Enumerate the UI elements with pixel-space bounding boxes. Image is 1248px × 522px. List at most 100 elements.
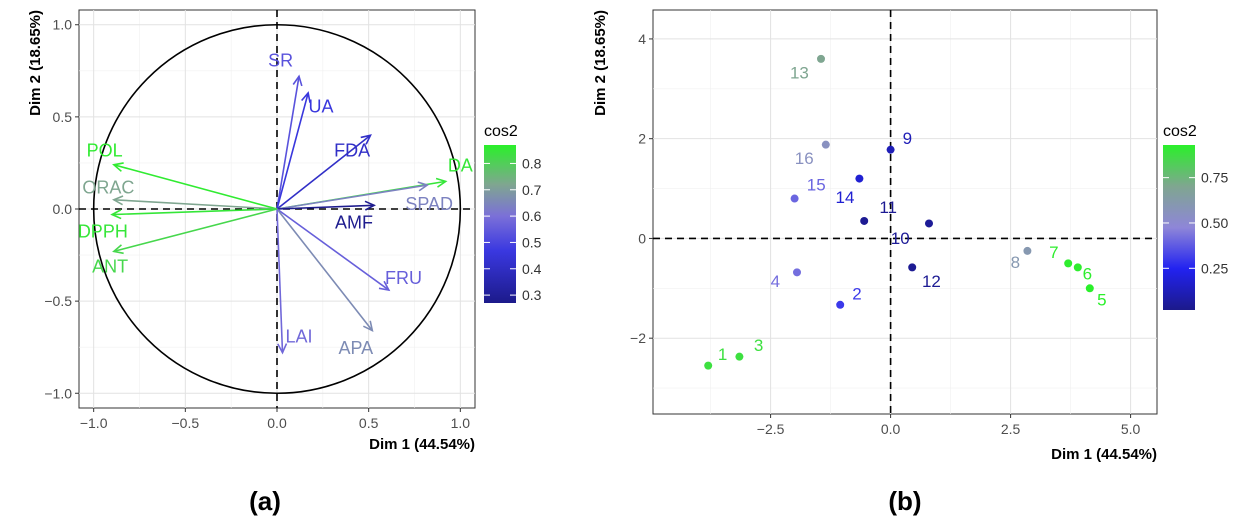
individual-label-8: 8 [1011,253,1020,272]
panel-a-variable-labels: SR UA FDA DA SPAD AMF FRU APA LAI POL ORAC DPPH ANT [78,50,473,357]
panel-a-legend-colorbar [484,145,516,303]
panel-a-legend-ticks: 0.3 0.4 0.5 0.6 0.7 0.8 [484,155,542,303]
vector-arrowhead [378,280,391,292]
legend-tick-label: 0.3 [522,287,542,303]
x-tick-label: 0.0 [267,415,287,431]
panel-a-legend: cos2 0.3 0.4 0.5 0.6 0.7 0.8 [484,123,542,303]
individual-label-2: 2 [852,284,861,303]
variable-vector-orac [111,195,278,210]
vector-arrowhead [435,177,448,188]
vector-arrowhead [417,181,430,192]
panel-b-plot-area [652,9,1158,415]
y-tick-label: −0.5 [44,293,72,309]
vector-arrowhead [111,195,124,206]
legend-tick-label: 0.25 [1201,260,1228,276]
x-tick-label: 0.5 [359,415,379,431]
panel-b-legend: cos2 0.25 0.50 0.75 [1163,123,1228,310]
vector-shaft [276,184,428,210]
variable-label-fru: FRU [385,268,422,288]
x-tick-label: 5.0 [1121,421,1141,437]
individual-point-9 [886,145,895,154]
vector-shaft [276,134,371,210]
individual-point-6 [1073,263,1082,272]
x-tick-label: −2.5 [757,421,785,437]
legend-tick-label: 0.5 [522,234,542,250]
individual-point-15 [790,194,799,203]
individual-label-1: 1 [718,345,727,364]
panel-b-marks [653,10,1157,414]
vector-shaft [113,198,278,210]
individual-label-5: 5 [1097,290,1106,309]
legend-tick-label: 0.4 [522,261,542,277]
individual-label-10: 10 [891,229,910,248]
variable-label-fda: FDA [334,141,370,161]
variable-label-spad: SPAD [405,194,453,214]
variable-label-da: DA [448,155,473,175]
variable-vector-ant [112,208,278,255]
panel-b-y-axis-title: Dim 2 (18.65%) [592,10,609,116]
x-tick-label: −1.0 [80,415,108,431]
panel-a-ticks: −1.0 −0.5 0.0 0.5 1.0 −1.0 −0.5 0.0 0.5 1.0 [44,17,470,431]
variable-label-lai: LAI [285,327,312,347]
variable-vector-ua [276,91,311,210]
legend-tick-label: 0.6 [522,208,542,224]
variable-vector-amf [276,200,377,211]
individual-label-16: 16 [795,149,814,168]
individual-point-5 [1085,284,1094,293]
x-tick-label: 1.0 [451,415,471,431]
individual-label-12: 12 [922,272,941,291]
individual-label-7: 7 [1049,243,1058,262]
variable-label-ua: UA [308,96,333,116]
individual-label-4: 4 [771,272,780,291]
panel-a: SRUAFDADASPADAMFFRUAPALAIPOLORACDPPHANT … [27,9,542,516]
variable-label-amf: AMF [335,212,373,232]
legend-tick-label: 0.8 [522,155,542,171]
individual-point-3 [735,352,744,361]
vector-shaft [276,208,284,353]
individual-point-7 [1064,259,1073,268]
y-tick-label: 0.0 [53,201,73,217]
vector-arrowhead [364,200,377,211]
vector-arrowhead [277,343,288,355]
variable-label-orac: ORAC [82,177,134,197]
panel-a-y-axis-title: Dim 2 (18.65%) [27,10,44,116]
individual-point-10 [925,219,933,228]
vector-arrowhead [363,320,374,333]
vector-shaft [276,76,300,210]
variable-label-pol: POL [87,141,123,161]
y-tick-label: 1.0 [53,17,73,33]
variable-vector-pol [112,162,278,210]
panel-a-label: (a) [249,486,281,516]
x-tick-label: 0.0 [881,421,901,437]
variable-vector-apa [276,208,374,333]
legend-tick-label: 0.50 [1201,215,1228,231]
y-tick-label: −2 [630,330,646,346]
vector-shaft [276,208,390,291]
individual-point-2 [836,300,845,309]
vector-shaft [113,208,278,253]
vector-arrowhead [292,74,303,87]
legend-tick-label: 0.75 [1201,170,1228,186]
panel-b-legend-title: cos2 [1163,123,1197,140]
panel-b-legend-ticks: 0.25 0.50 0.75 [1163,170,1228,276]
x-tick-label: −0.5 [172,415,200,431]
variable-label-dpph: DPPH [78,222,128,242]
variable-vector-fru [276,208,391,292]
individual-point-11 [860,216,869,225]
panel-b-x-axis-title: Dim 1 (44.54%) [1051,446,1157,463]
variable-vector-spad [276,181,430,210]
vector-arrowhead [360,134,372,145]
vector-arrowhead [112,162,124,172]
variable-vector-sr [276,74,303,210]
individual-point-16 [821,140,830,149]
individual-label-15: 15 [807,176,826,195]
variable-label-ant: ANT [92,257,128,277]
variable-label-apa: APA [338,338,373,358]
individual-label-11: 11 [879,198,897,217]
vector-arrowhead [112,244,124,255]
y-tick-label: 0.5 [53,109,73,125]
vector-shaft [111,208,278,216]
